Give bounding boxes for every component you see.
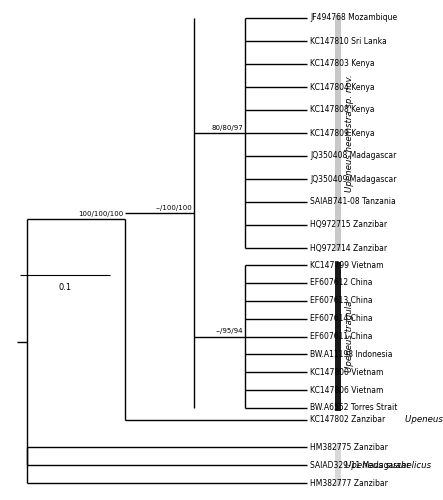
Bar: [335, 15, 341, 251]
Text: BW.A6552 Torres Strait: BW.A6552 Torres Strait: [310, 404, 397, 412]
Text: 100/100/100: 100/100/100: [78, 211, 123, 217]
Text: Upeneus heemstra sp. nov.: Upeneus heemstra sp. nov.: [345, 74, 354, 192]
Text: Upeneus margarethae: Upeneus margarethae: [405, 416, 443, 424]
Text: KC147810 Sri Lanka: KC147810 Sri Lanka: [310, 36, 387, 46]
Text: EF607612 China: EF607612 China: [310, 278, 373, 287]
Text: EF607614 China: EF607614 China: [310, 314, 373, 323]
Text: HQ972715 Zanzibar: HQ972715 Zanzibar: [310, 220, 387, 230]
Text: Upeneus suahelicus: Upeneus suahelicus: [345, 460, 431, 469]
Text: KC147802 Zanzibar: KC147802 Zanzibar: [310, 416, 385, 424]
Text: KC147803 Kenya: KC147803 Kenya: [310, 60, 375, 68]
Text: 80/80/97: 80/80/97: [211, 125, 243, 131]
Text: JQ350409 Madagascar: JQ350409 Madagascar: [310, 174, 396, 184]
Text: --/95/94: --/95/94: [215, 328, 243, 334]
Text: 0.1: 0.1: [58, 283, 72, 292]
Text: HQ972714 Zanzibar: HQ972714 Zanzibar: [310, 244, 387, 252]
Text: KC147799 Vietnam: KC147799 Vietnam: [310, 260, 384, 270]
Bar: [335, 262, 341, 411]
Text: KC147808 Kenya: KC147808 Kenya: [310, 106, 374, 114]
Text: JF494768 Mozambique: JF494768 Mozambique: [310, 14, 397, 22]
Text: EF607613 China: EF607613 China: [310, 296, 373, 305]
Text: --/100/100: --/100/100: [155, 205, 192, 211]
Text: Upeneus tragula: Upeneus tragula: [345, 301, 354, 372]
Text: BW.A11198 Indonesia: BW.A11198 Indonesia: [310, 350, 392, 359]
Text: HM382775 Zanzibar: HM382775 Zanzibar: [310, 442, 388, 452]
Text: KC147800 Vietnam: KC147800 Vietnam: [310, 368, 383, 377]
Text: KC147809 Kenya: KC147809 Kenya: [310, 128, 375, 138]
Text: JQ350408 Madagascar: JQ350408 Madagascar: [310, 152, 396, 160]
Text: SAIAB741-08 Tanzania: SAIAB741-08 Tanzania: [310, 198, 396, 206]
Text: SAIAD329-11 Madagascar: SAIAD329-11 Madagascar: [310, 460, 409, 469]
Text: EF607611 China: EF607611 China: [310, 332, 373, 341]
Text: HM382777 Zanzibar: HM382777 Zanzibar: [310, 478, 388, 488]
Bar: [335, 444, 341, 486]
Text: KC147804 Kenya: KC147804 Kenya: [310, 82, 375, 92]
Text: KC147806 Vietnam: KC147806 Vietnam: [310, 386, 383, 394]
